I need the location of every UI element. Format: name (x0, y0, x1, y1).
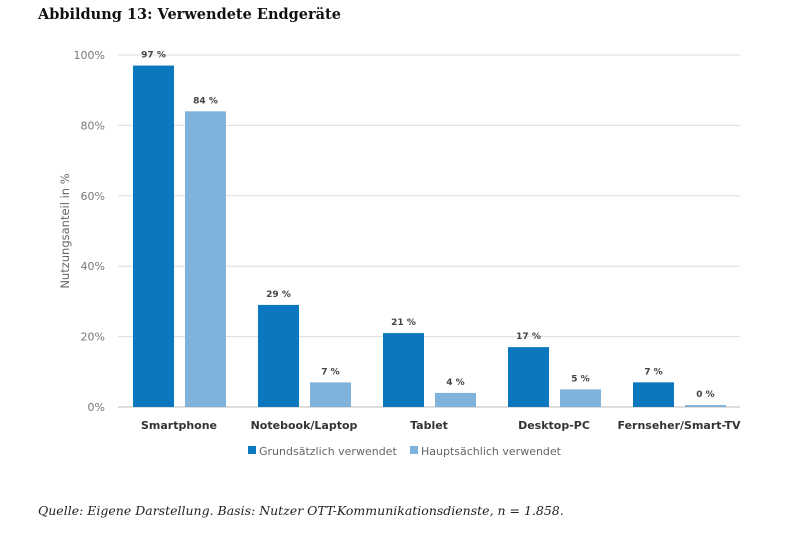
data-label: 7 % (321, 367, 339, 377)
data-label: 29 % (266, 290, 291, 300)
y-tick-label: 60% (81, 190, 105, 203)
y-axis-label: Nutzungsanteil in % (58, 173, 72, 288)
data-label: 4 % (446, 378, 464, 388)
x-tick-label: Smartphone (141, 419, 217, 432)
bar (185, 111, 226, 407)
data-label: 21 % (391, 318, 416, 328)
data-label: 97 % (141, 51, 166, 61)
bar (633, 382, 674, 407)
bar (685, 405, 726, 407)
data-label: 5 % (571, 374, 589, 384)
legend-label: Hauptsächlich verwendet (421, 445, 562, 458)
y-tick-label: 20% (81, 331, 105, 344)
bar (435, 392, 476, 407)
y-tick-label: 100% (74, 49, 105, 62)
data-label: 84 % (193, 96, 218, 106)
y-tick-label: 80% (81, 119, 105, 132)
bar (508, 347, 549, 407)
figure-title: Abbildung 13: Verwendete Endgeräte (38, 6, 341, 23)
x-tick-label: Notebook/Laptop (251, 419, 358, 432)
y-tick-label: 40% (81, 260, 105, 273)
legend-swatch (410, 446, 418, 454)
data-label: 7 % (644, 367, 662, 377)
legend-label: Grundsätzlich verwendet (259, 445, 397, 458)
data-label: 0 % (696, 390, 714, 400)
bar (383, 333, 424, 407)
x-tick-label: Fernseher/Smart-TV (618, 419, 741, 432)
bar (133, 65, 174, 407)
x-tick-label: Desktop-PC (518, 419, 590, 432)
bar (310, 382, 351, 407)
bar (560, 389, 601, 407)
x-tick-label: Tablet (410, 419, 448, 432)
source-note: Quelle: Eigene Darstellung. Basis: Nutze… (38, 503, 564, 518)
data-label: 17 % (516, 332, 541, 342)
bar (258, 304, 299, 407)
legend-swatch (248, 446, 256, 454)
y-tick-label: 0% (88, 401, 105, 414)
